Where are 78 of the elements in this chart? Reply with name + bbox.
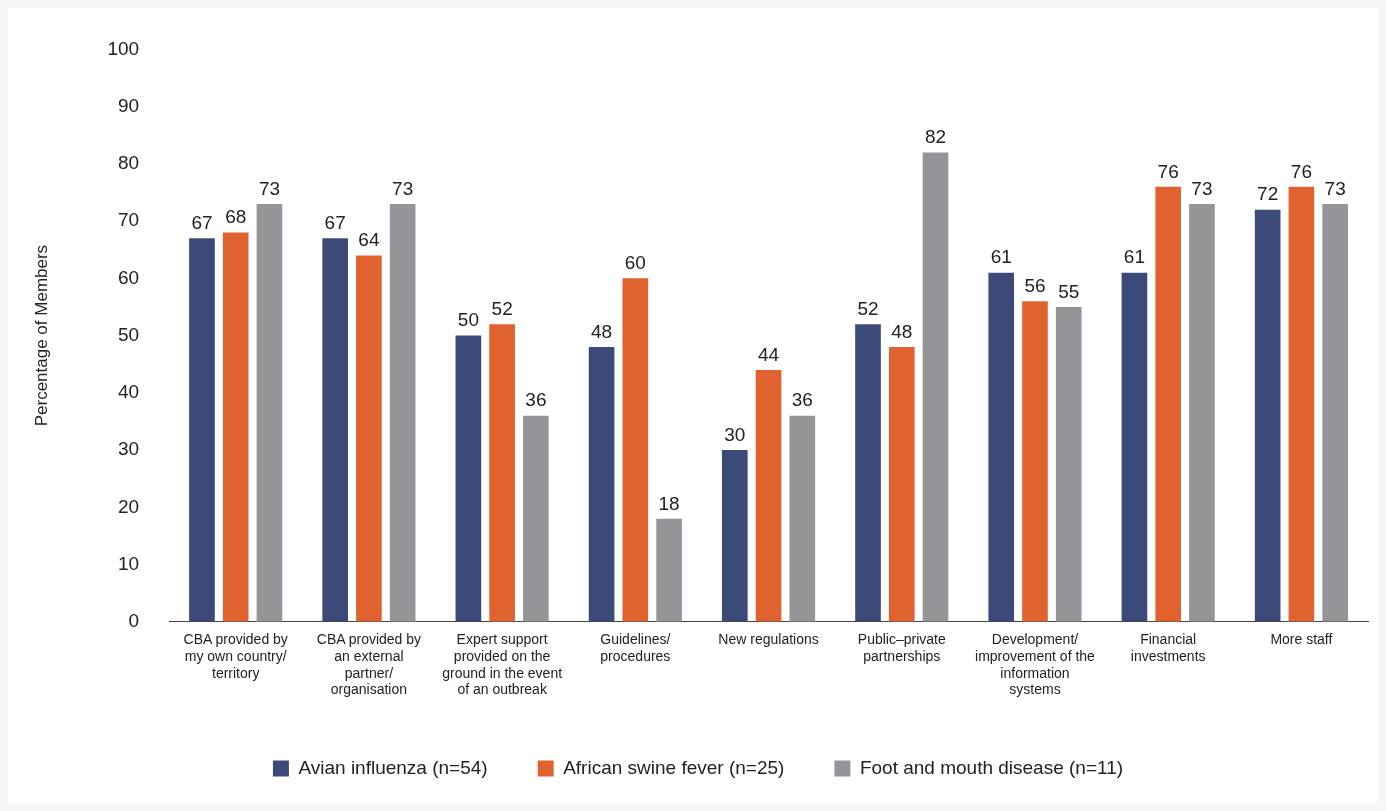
- data-label: 76: [1157, 160, 1179, 182]
- data-label: 67: [191, 212, 213, 234]
- data-label: 73: [258, 177, 281, 199]
- data-label: 36: [525, 389, 547, 411]
- x-tick-label: Development/ improvement of the information systems: [975, 631, 1096, 698]
- y-axis-title: Percentage of Members: [31, 244, 51, 427]
- y-tick-label: 100: [107, 37, 140, 59]
- y-tick-label: 70: [117, 209, 140, 231]
- x-tick-label: CBA provided by an external partner/ organisation: [316, 631, 422, 698]
- data-label: 56: [1024, 274, 1046, 296]
- bar: [1288, 186, 1315, 622]
- x-tick-label: New regulations: [718, 631, 819, 648]
- bar: [489, 324, 515, 622]
- data-label: 73: [1324, 177, 1346, 199]
- data-label: 18: [658, 492, 680, 514]
- y-tick-label: 90: [117, 94, 140, 116]
- data-label: 82: [924, 126, 947, 148]
- bar: [222, 232, 249, 622]
- bar: [1055, 306, 1082, 622]
- data-label: 61: [1123, 246, 1146, 268]
- bar: [256, 203, 283, 622]
- bar: [1322, 203, 1348, 622]
- y-tick-label: 40: [117, 381, 140, 403]
- bar: [1155, 186, 1182, 622]
- bar: [855, 324, 881, 622]
- data-label: 67: [324, 212, 346, 234]
- bar: [656, 518, 682, 622]
- data-label: 64: [358, 229, 380, 251]
- legend-label: African swine fever (n=25): [563, 756, 785, 778]
- data-label: 61: [990, 246, 1012, 268]
- data-label: 50: [457, 309, 479, 331]
- bar: [389, 203, 416, 622]
- bar: [622, 278, 649, 622]
- bar: [189, 238, 215, 622]
- data-label: 48: [891, 320, 913, 342]
- y-tick-label: 10: [117, 552, 140, 574]
- x-tick-label: Guidelines/ procedures: [600, 631, 671, 664]
- bar: [1022, 301, 1048, 622]
- legend-label: Avian influenza (n=54): [298, 756, 488, 778]
- y-tick-label: 60: [117, 266, 140, 288]
- bar: [888, 347, 915, 622]
- data-label: 36: [791, 389, 813, 411]
- bar: [322, 238, 348, 622]
- bar: [588, 347, 615, 622]
- data-label: 44: [757, 343, 780, 365]
- y-tick-label: 20: [117, 495, 140, 517]
- bar: [721, 450, 748, 622]
- data-label: 73: [392, 177, 414, 199]
- y-tick-label: 80: [117, 152, 140, 174]
- data-label: 72: [1257, 183, 1279, 205]
- y-tick-label: 50: [117, 323, 140, 345]
- y-tick-label: 30: [117, 438, 140, 460]
- data-label: 73: [1191, 177, 1213, 199]
- x-tick-label: CBA provided by my own country/ territory: [183, 631, 288, 681]
- data-label: 52: [491, 297, 513, 319]
- x-tick-label: Expert support provided on the ground in the event of an outbreak: [442, 631, 563, 698]
- bar: [1189, 203, 1215, 622]
- x-tick-label: More staff: [1270, 631, 1333, 648]
- x-tick-label: Public–private partnerships: [857, 631, 946, 664]
- data-label: 30: [724, 423, 746, 445]
- y-tick-label: 0: [128, 610, 140, 632]
- data-label: 76: [1290, 160, 1312, 182]
- data-label: 60: [624, 252, 646, 274]
- bar: [922, 152, 949, 622]
- data-label: 55: [1058, 280, 1080, 302]
- data-label: 68: [225, 206, 247, 228]
- bar: [455, 335, 482, 622]
- data-label: 48: [591, 320, 613, 342]
- bar: [523, 415, 549, 622]
- legend-label: Foot and mouth disease (n=11): [859, 756, 1124, 778]
- bar: [1121, 272, 1148, 622]
- bar: [1254, 209, 1281, 622]
- bar: [988, 272, 1015, 622]
- bar: [356, 255, 382, 622]
- bar: [755, 369, 782, 622]
- data-label: 52: [857, 297, 879, 319]
- bar: [789, 415, 816, 622]
- x-tick-label: Financial investments: [1130, 631, 1206, 664]
